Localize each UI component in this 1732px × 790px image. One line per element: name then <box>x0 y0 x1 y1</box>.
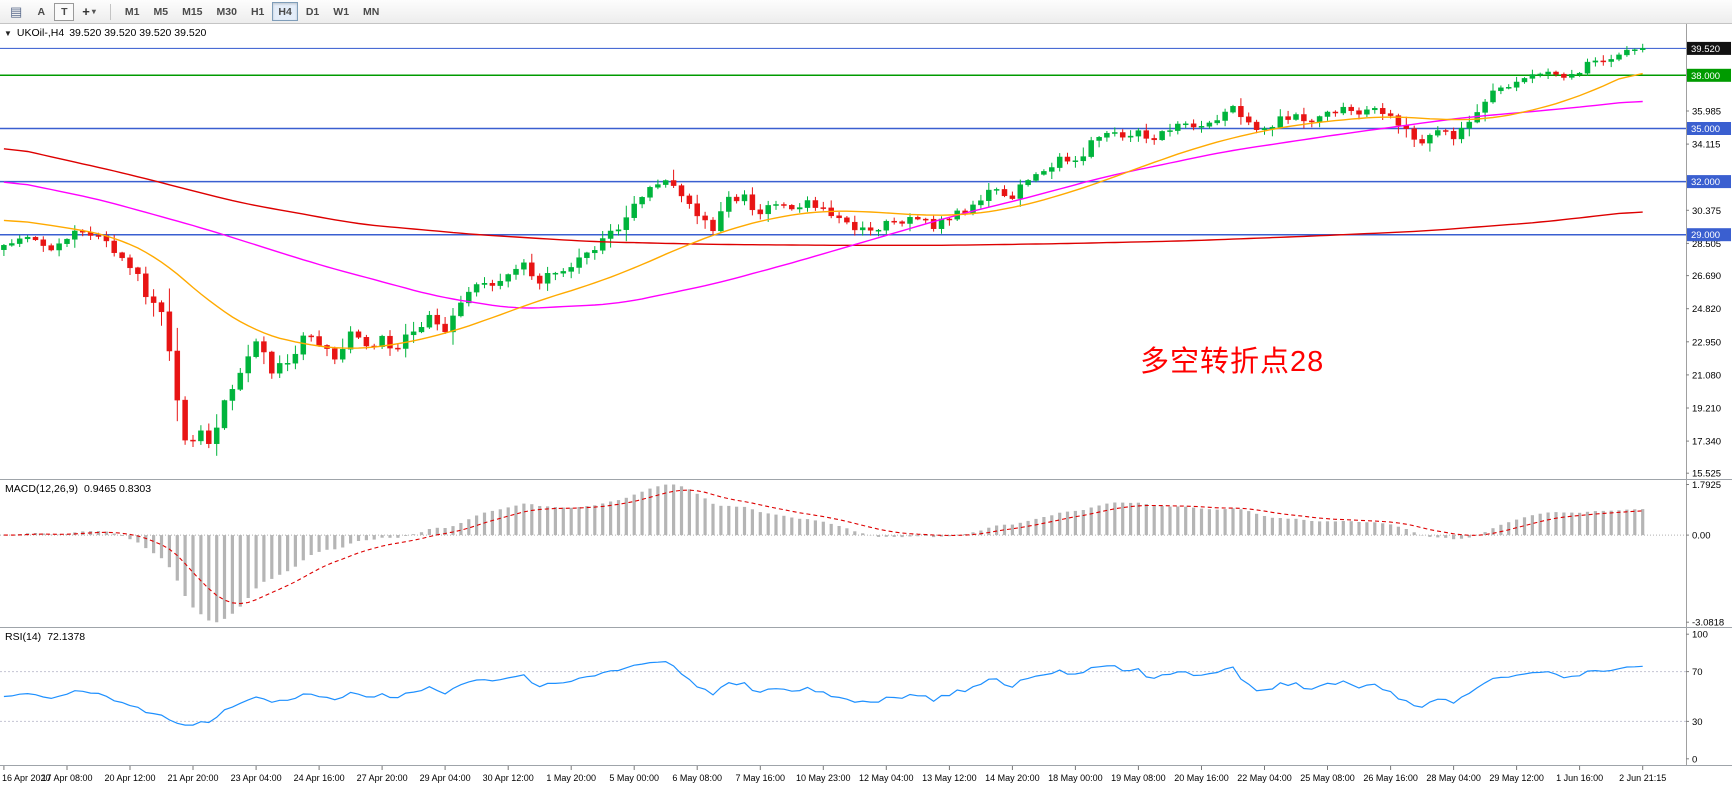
svg-text:26 May 16:00: 26 May 16:00 <box>1363 773 1418 783</box>
text-tool-button[interactable]: T <box>54 2 75 21</box>
svg-text:21.080: 21.080 <box>1692 370 1721 381</box>
svg-text:0: 0 <box>1692 754 1697 765</box>
svg-text:34.115: 34.115 <box>1692 140 1720 151</box>
svg-text:32.000: 32.000 <box>1691 177 1720 188</box>
timeframe-m1[interactable]: M1 <box>119 2 146 21</box>
panel-splitter[interactable] <box>0 627 1732 628</box>
svg-text:100: 100 <box>1692 630 1708 641</box>
svg-text:18 May 00:00: 18 May 00:00 <box>1048 773 1103 783</box>
svg-text:28.505: 28.505 <box>1692 239 1721 250</box>
svg-text:22.950: 22.950 <box>1692 337 1721 348</box>
svg-text:0.00: 0.00 <box>1692 531 1711 542</box>
svg-text:16 Apr 2020: 16 Apr 2020 <box>2 773 51 783</box>
timeframe-d1[interactable]: D1 <box>300 2 325 21</box>
crosshair-icon: + <box>82 4 90 19</box>
timeframe-m15[interactable]: M15 <box>176 2 208 21</box>
charts-list-icon: ▤ <box>10 3 23 19</box>
svg-text:6 May 08:00: 6 May 08:00 <box>672 773 722 783</box>
svg-text:29 Apr 04:00: 29 Apr 04:00 <box>420 773 471 783</box>
svg-text:24 Apr 16:00: 24 Apr 16:00 <box>294 773 345 783</box>
ma-fast-orange <box>3 72 1643 349</box>
svg-text:5 May 00:00: 5 May 00:00 <box>609 773 659 783</box>
svg-text:1 May 20:00: 1 May 20:00 <box>546 773 596 783</box>
macd-signal-line <box>3 489 1643 605</box>
svg-text:19.210: 19.210 <box>1692 404 1721 415</box>
svg-text:29.000: 29.000 <box>1691 230 1720 241</box>
price-chart-canvas[interactable]: 35.985 34.115 30.375 28.505 26.690 24.820 22.9… <box>0 24 1732 479</box>
svg-text:30: 30 <box>1692 717 1703 728</box>
candles-layer <box>1 43 1646 456</box>
ma-slow-red <box>3 148 1643 247</box>
svg-text:26.690: 26.690 <box>1692 271 1721 282</box>
svg-text:30 Apr 12:00: 30 Apr 12:00 <box>483 773 534 783</box>
svg-text:35.000: 35.000 <box>1691 124 1720 135</box>
timeframe-w1[interactable]: W1 <box>327 2 355 21</box>
svg-text:2 Jun 21:15: 2 Jun 21:15 <box>1619 773 1666 783</box>
svg-text:1.7925: 1.7925 <box>1692 480 1721 491</box>
timeframe-h4[interactable]: H4 <box>272 2 298 21</box>
svg-text:13 May 12:00: 13 May 12:00 <box>922 773 977 783</box>
svg-text:17.340: 17.340 <box>1692 437 1721 448</box>
charts-list-button[interactable]: ▤ <box>4 2 28 21</box>
time-axis[interactable]: 16 Apr 2020 17 Apr 08:00 20 Apr 12:00 21 Ap… <box>0 766 1732 790</box>
macd-panel: 1.7925 0.00 -3.0818 MACD(12,26,9) 0.9465 0… <box>0 480 1732 627</box>
rsi-axis: 100 70 30 0 <box>1686 628 1708 765</box>
macd-chart-canvas[interactable]: 1.7925 0.00 -3.0818 <box>0 480 1732 627</box>
svg-text:23 Apr 04:00: 23 Apr 04:00 <box>231 773 282 783</box>
chart-menu-arrow-icon[interactable]: ▼ <box>4 28 12 38</box>
price-axis: 35.985 34.115 30.375 28.505 26.690 24.820 22.9… <box>1686 24 1731 479</box>
panel-splitter[interactable] <box>0 765 1732 766</box>
dropdown-caret-icon: ▾ <box>91 7 96 16</box>
svg-text:39.520: 39.520 <box>1691 44 1720 55</box>
svg-text:70: 70 <box>1692 667 1703 678</box>
svg-text:19 May 08:00: 19 May 08:00 <box>1111 773 1166 783</box>
svg-text:15.525: 15.525 <box>1692 469 1721 479</box>
svg-text:28 May 04:00: 28 May 04:00 <box>1426 773 1481 783</box>
svg-text:25 May 08:00: 25 May 08:00 <box>1300 773 1355 783</box>
panel-splitter[interactable] <box>0 479 1732 480</box>
svg-text:12 May 04:00: 12 May 04:00 <box>859 773 914 783</box>
toolbar: ▤ A T + ▾ M1 M5 M15 M30 H1 H4 D1 W1 MN <box>0 0 1732 24</box>
svg-text:10 May 23:00: 10 May 23:00 <box>796 773 851 783</box>
svg-text:35.985: 35.985 <box>1692 107 1721 118</box>
svg-text:14 May 20:00: 14 May 20:00 <box>985 773 1040 783</box>
rsi-chart-canvas[interactable]: 100 70 30 0 <box>0 628 1732 765</box>
svg-text:7 May 16:00: 7 May 16:00 <box>736 773 786 783</box>
svg-text:-3.0818: -3.0818 <box>1692 618 1724 627</box>
horizontal-lines <box>0 47 1686 236</box>
timeframe-m30[interactable]: M30 <box>211 2 243 21</box>
toolbar-separator <box>109 3 111 20</box>
ma-mid-magenta <box>3 100 1643 309</box>
rsi-line <box>3 660 1643 726</box>
timeframe-mn[interactable]: MN <box>357 2 385 21</box>
text-tool-t: T <box>61 5 68 18</box>
price-panel: 35.985 34.115 30.375 28.505 26.690 24.820 22.9… <box>0 24 1732 479</box>
svg-text:29 May 12:00: 29 May 12:00 <box>1489 773 1544 783</box>
rsi-panel: 100 70 30 0 RSI(14) 72.1378 <box>0 628 1732 765</box>
svg-text:24.820: 24.820 <box>1692 304 1721 315</box>
svg-text:20 May 16:00: 20 May 16:00 <box>1174 773 1229 783</box>
text-label-button[interactable]: A <box>30 2 52 21</box>
timeframe-m5[interactable]: M5 <box>148 2 175 21</box>
svg-text:30.375: 30.375 <box>1692 206 1721 217</box>
svg-text:1 Jun 16:00: 1 Jun 16:00 <box>1556 773 1603 783</box>
svg-text:20 Apr 12:00: 20 Apr 12:00 <box>104 773 155 783</box>
text-label-a: A <box>37 5 46 18</box>
crosshair-button[interactable]: + ▾ <box>76 2 102 21</box>
svg-text:17 Apr 08:00: 17 Apr 08:00 <box>41 773 92 783</box>
svg-text:38.000: 38.000 <box>1691 71 1720 82</box>
svg-text:22 May 04:00: 22 May 04:00 <box>1237 773 1292 783</box>
svg-text:21 Apr 20:00: 21 Apr 20:00 <box>167 773 218 783</box>
svg-text:27 Apr 20:00: 27 Apr 20:00 <box>357 773 408 783</box>
macd-axis: 1.7925 0.00 -3.0818 <box>1686 480 1724 627</box>
timeframe-h1[interactable]: H1 <box>245 2 270 21</box>
